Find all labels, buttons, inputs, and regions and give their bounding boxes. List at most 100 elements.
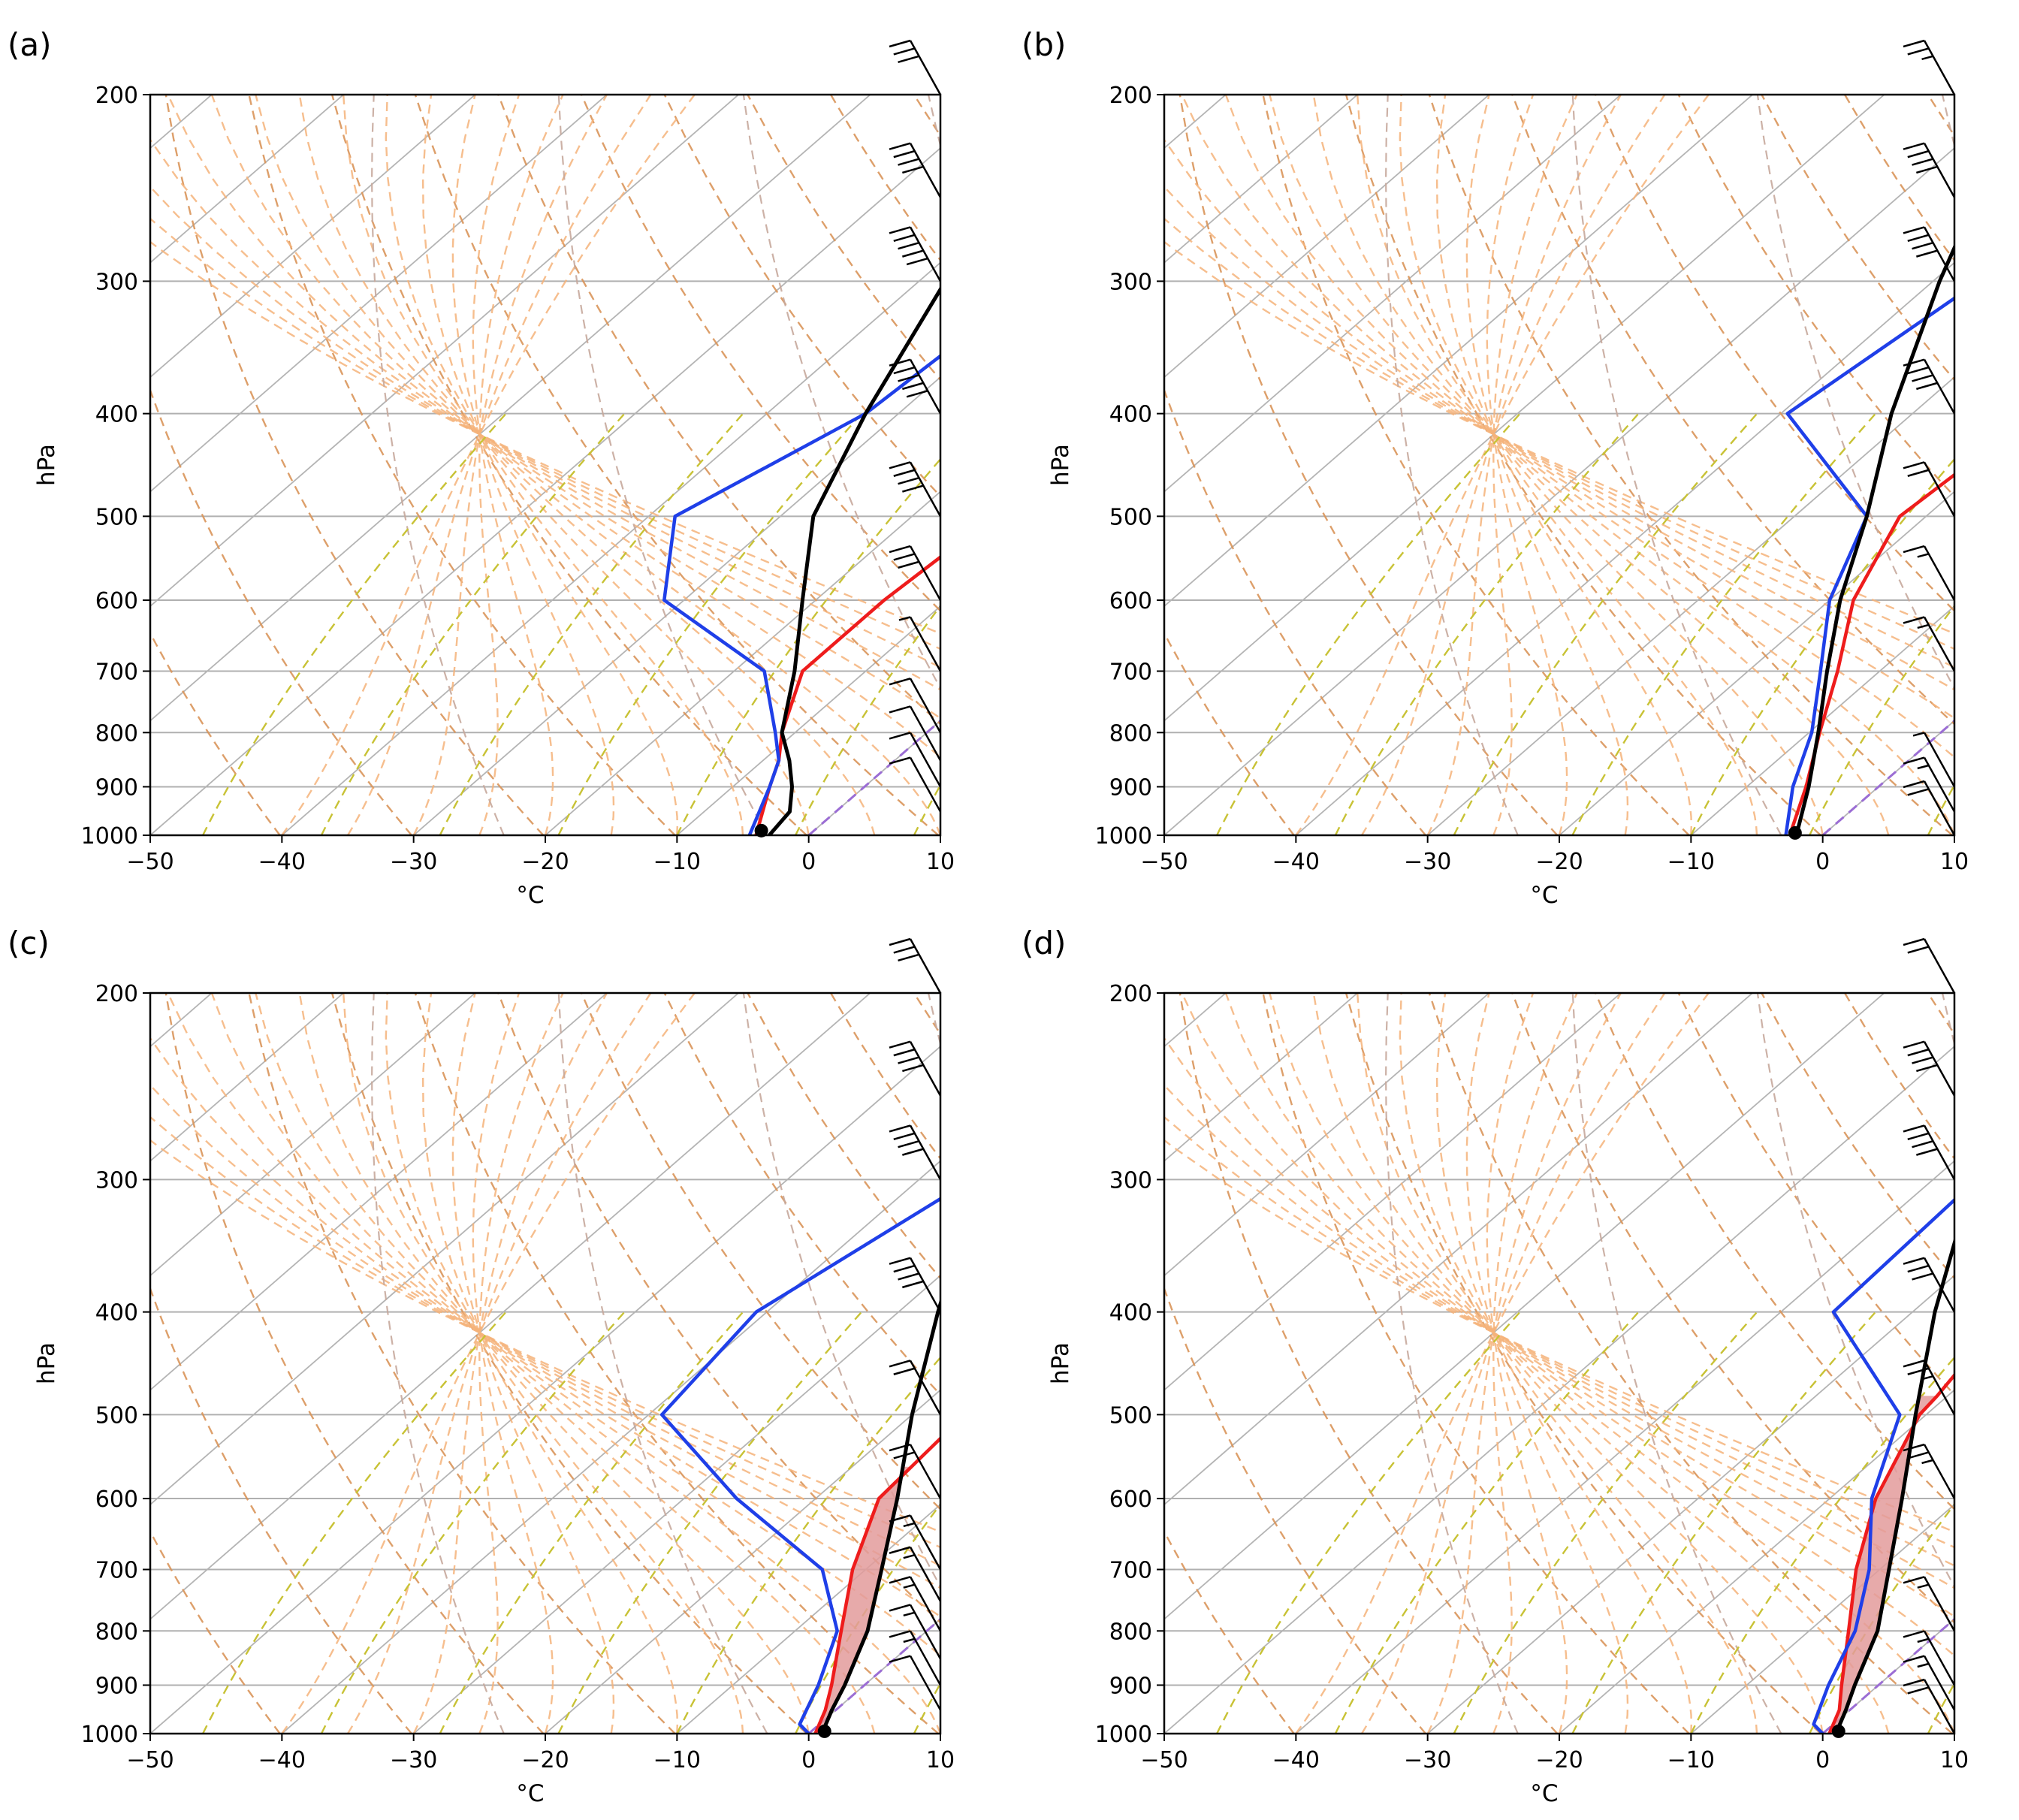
wind-barb bbox=[889, 39, 942, 95]
wind-barb bbox=[1903, 1257, 1956, 1313]
isotherm--90 bbox=[150, 95, 476, 379]
x-tick-label: 10 bbox=[926, 849, 955, 875]
wind-barb bbox=[889, 545, 942, 601]
moist-adiabat bbox=[478, 993, 564, 1734]
moist-adiabat bbox=[210, 993, 940, 1657]
wind-barb bbox=[889, 1257, 942, 1313]
dry-adiabat bbox=[497, 95, 940, 726]
moist-adiabat bbox=[255, 993, 940, 1734]
cape-shading bbox=[815, 1466, 912, 1734]
moist-adiabat bbox=[281, 95, 696, 835]
panel-label: (b) bbox=[1022, 26, 1066, 63]
wind-barb bbox=[889, 732, 942, 788]
plot-area bbox=[150, 993, 2019, 1734]
moist-adiabat bbox=[1164, 138, 1954, 691]
x-tick-label: −50 bbox=[126, 1747, 174, 1773]
moist-adiabat bbox=[412, 993, 608, 1734]
moist-adiabat bbox=[255, 95, 940, 835]
wind-barb bbox=[1903, 1360, 1956, 1415]
dry-adiabat bbox=[1511, 993, 1954, 1624]
moist-adiabat bbox=[346, 993, 652, 1734]
dry-adiabat bbox=[913, 993, 940, 1036]
moist-adiabat bbox=[150, 1084, 940, 1567]
wind-barb bbox=[889, 756, 942, 813]
x-tick-label: −20 bbox=[521, 1747, 569, 1773]
dry-adiabat bbox=[1579, 95, 2019, 835]
y-axis-label: hPa bbox=[1047, 444, 1074, 486]
isotherm--80 bbox=[150, 95, 608, 493]
y-tick-label: 200 bbox=[95, 83, 138, 109]
moist-adiabat bbox=[1164, 1115, 1954, 1549]
isotherm-0 bbox=[1822, 720, 1954, 835]
temperature-profile bbox=[1827, 1372, 1954, 1734]
dry-adiabat bbox=[1595, 993, 1954, 1511]
moist-adiabat bbox=[1360, 993, 1666, 1734]
dry-adiabat bbox=[330, 95, 807, 835]
x-tick-label: −40 bbox=[258, 1747, 306, 1773]
isotherm--70 bbox=[150, 95, 739, 608]
wind-barb bbox=[889, 1604, 942, 1660]
dry-adiabat bbox=[150, 1286, 412, 1734]
y-tick-label: 400 bbox=[1109, 1300, 1152, 1327]
isotherm--10 bbox=[1690, 605, 1954, 835]
surface-parcel-marker bbox=[1831, 1724, 1845, 1738]
zero-isotherm bbox=[807, 719, 940, 835]
y-tick-label: 400 bbox=[95, 402, 138, 428]
x-tick-label: 10 bbox=[926, 1747, 955, 1773]
dry-adiabat bbox=[497, 993, 940, 1624]
dry-adiabat bbox=[1662, 993, 2019, 1734]
alt-adiabat bbox=[1571, 993, 1782, 1734]
moist-adiabat bbox=[1269, 993, 1954, 1734]
wind-barb bbox=[1903, 1443, 1956, 1499]
alt-adiabat bbox=[370, 95, 505, 835]
dry-adiabat bbox=[150, 388, 412, 835]
moist-adiabat bbox=[385, 993, 744, 1734]
isotherm--130 bbox=[110, 95, 962, 835]
dry-adiabat bbox=[1761, 95, 1954, 382]
dry-adiabat bbox=[663, 993, 940, 1396]
dry-adiabat bbox=[1511, 95, 1954, 726]
wind-barb bbox=[1903, 616, 1956, 672]
wind-barb bbox=[1903, 545, 1956, 601]
isotherm--10 bbox=[676, 1503, 940, 1734]
x-axis-label: °C bbox=[1530, 882, 1558, 909]
moist-adiabat bbox=[1269, 95, 1954, 835]
wind-barb bbox=[1903, 226, 1956, 282]
x-axis-label: °C bbox=[516, 882, 544, 909]
y-tick-label: 900 bbox=[1109, 774, 1152, 801]
plot-area bbox=[150, 95, 2019, 835]
y-tick-label: 800 bbox=[1109, 1619, 1152, 1645]
dry-adiabat bbox=[1344, 993, 1821, 1734]
moist-adiabat bbox=[421, 993, 679, 1734]
isotherm--60 bbox=[1164, 95, 1885, 722]
mixing-ratio-line bbox=[1809, 604, 1954, 835]
isotherm--40 bbox=[281, 261, 940, 835]
dry-adiabat bbox=[1677, 95, 1954, 498]
x-tick-label: −30 bbox=[1404, 1747, 1451, 1773]
wind-barb bbox=[889, 358, 942, 415]
x-tick-label: −10 bbox=[653, 849, 701, 875]
y-tick-label: 500 bbox=[1109, 1402, 1152, 1429]
dry-adiabat bbox=[1927, 95, 1954, 137]
temperature-profile bbox=[1788, 472, 1954, 835]
dry-adiabat bbox=[150, 1529, 281, 1734]
x-tick-label: −40 bbox=[1272, 849, 1320, 875]
dewpoint-profile bbox=[1812, 1197, 1954, 1734]
wind-barb bbox=[1903, 1040, 1956, 1097]
moist-adiabat bbox=[1486, 993, 1568, 1734]
zero-isotherm bbox=[807, 1617, 940, 1734]
x-tick-label: −30 bbox=[1404, 849, 1451, 875]
wind-barb bbox=[1912, 732, 1956, 788]
moist-adiabat bbox=[298, 993, 876, 1734]
dry-adiabat bbox=[1164, 631, 1295, 835]
y-tick-label: 1000 bbox=[81, 1722, 138, 1748]
dry-adiabat bbox=[1745, 95, 2019, 835]
panel-label: (a) bbox=[8, 26, 52, 63]
isotherm--40 bbox=[1295, 261, 1954, 835]
dry-adiabat bbox=[1843, 95, 1954, 262]
wind-barb bbox=[889, 1514, 942, 1571]
moist-adiabat bbox=[150, 138, 940, 691]
dry-adiabat bbox=[581, 95, 940, 612]
isotherm--80 bbox=[150, 993, 608, 1391]
